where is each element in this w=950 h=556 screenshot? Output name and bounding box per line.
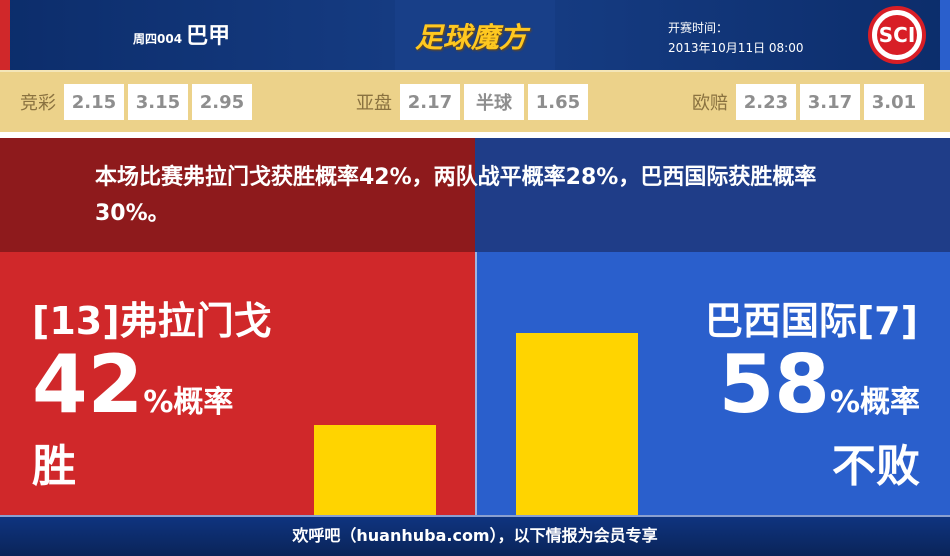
home-panel: [13]弗拉门戈 42%概率 胜 xyxy=(0,252,475,515)
footer-notice: 欢呼吧（huanhuba.com），以下情报为会员专享 xyxy=(0,515,950,556)
header: 周四004 巴甲 足球魔方 开赛时间： 2013年10月11日 08:00 SCI xyxy=(0,0,950,70)
odds-value: 半球 xyxy=(464,84,524,120)
brand-logo: 足球魔方 xyxy=(415,21,528,54)
kickoff-value: 2013年10月11日 08:00 xyxy=(668,41,804,55)
odds-value: 1.65 xyxy=(528,84,588,120)
odds-value: 3.01 xyxy=(864,84,924,120)
home-probability-bar xyxy=(314,425,436,515)
away-percent-value: 58 xyxy=(718,338,830,431)
home-percent-suffix: %概率 xyxy=(143,385,234,420)
kickoff-label: 开赛时间： xyxy=(668,21,729,35)
away-panel: 巴西国际[7] 58%概率 不败 xyxy=(475,252,950,515)
match-code: 周四004 xyxy=(133,32,183,46)
odds-value: 2.15 xyxy=(64,84,124,120)
odds-value: 2.23 xyxy=(736,84,796,120)
summary-text: 本场比赛弗拉门戈获胜概率42%，两队战平概率28%，巴西国际获胜概率30%。 xyxy=(95,165,817,226)
away-percent: 58%概率 xyxy=(719,338,920,431)
odds-jingcai: 竞彩 2.15 3.15 2.95 xyxy=(20,84,252,120)
odds-value: 2.17 xyxy=(400,84,460,120)
odds-value: 2.95 xyxy=(192,84,252,120)
odds-value: 3.15 xyxy=(128,84,188,120)
away-color-strip xyxy=(940,0,950,70)
odds-label: 欧赔 xyxy=(692,93,728,114)
odds-asian: 亚盘 2.17 半球 1.65 xyxy=(356,84,588,120)
away-percent-suffix: %概率 xyxy=(829,385,920,420)
home-percent: 42%概率 xyxy=(32,338,233,431)
league-info: 周四004 巴甲 xyxy=(133,18,230,50)
away-result: 不败 xyxy=(832,441,920,492)
away-team-name: 巴西国际[7] xyxy=(704,299,918,343)
odds-european: 欧赔 2.23 3.17 3.01 xyxy=(692,84,924,120)
home-color-strip xyxy=(0,0,10,70)
home-team-name: [13]弗拉门戈 xyxy=(32,299,272,343)
odds-label: 亚盘 xyxy=(356,93,392,114)
odds-label: 竞彩 xyxy=(20,93,56,114)
kickoff-time: 开赛时间： 2013年10月11日 08:00 xyxy=(668,18,803,58)
brand-panel xyxy=(395,0,555,70)
home-result: 胜 xyxy=(32,441,76,492)
odds-value: 3.17 xyxy=(800,84,860,120)
odds-bar: 竞彩 2.15 3.15 2.95 亚盘 2.17 半球 1.65 欧赔 2.23 3.17 3.… xyxy=(0,70,950,132)
league-name: 巴甲 xyxy=(186,24,231,49)
away-probability-bar xyxy=(516,333,638,515)
summary-panel: 本场比赛弗拉门戈获胜概率42%，两队战平概率28%，巴西国际获胜概率30%。 xyxy=(0,138,950,252)
team-crest-icon: SCI xyxy=(868,6,926,64)
home-percent-value: 42 xyxy=(32,338,144,431)
